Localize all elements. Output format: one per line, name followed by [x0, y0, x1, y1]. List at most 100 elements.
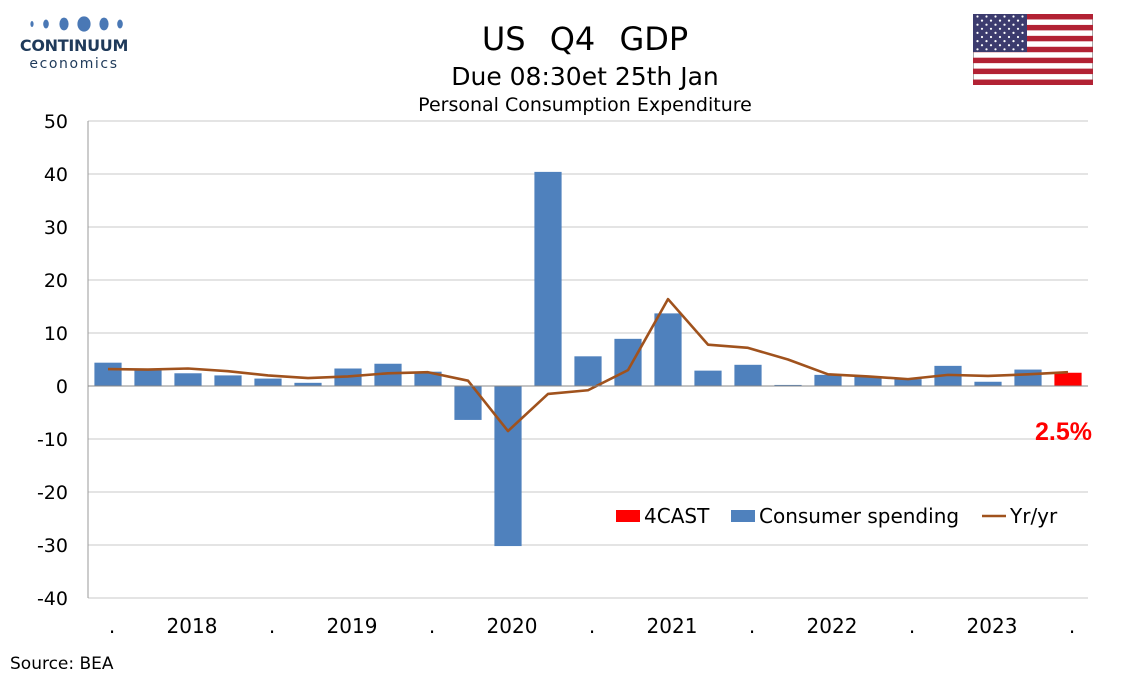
logo-dot: [43, 19, 49, 29]
spending-bar: [214, 375, 242, 386]
flag-star: [985, 48, 988, 51]
x-tick-label: .: [749, 614, 755, 638]
flag-star: [980, 44, 984, 47]
y-tick-label: 50: [44, 111, 68, 133]
logo-name: CONTINUUM: [19, 36, 129, 55]
flag-star: [998, 35, 1002, 39]
flag-star: [1012, 40, 1015, 43]
flag-star: [998, 19, 1002, 22]
spending-bar: [974, 381, 1002, 386]
us-flag-icon: [973, 14, 1093, 85]
y-tick-label: 10: [44, 323, 68, 345]
flag-star: [1007, 27, 1011, 30]
flag-star: [1021, 15, 1024, 18]
flag-star: [994, 48, 997, 51]
flag-star: [998, 27, 1002, 30]
spending-bar: [374, 363, 402, 386]
spending-bar: [494, 386, 522, 547]
spending-bar: [854, 376, 882, 386]
flag-star: [1003, 40, 1006, 43]
flag-star: [1016, 27, 1020, 30]
yr-yr-line: [107, 297, 1069, 433]
x-tick-label: 2019: [327, 614, 378, 638]
flag-star: [1007, 35, 1011, 39]
forecast-annotation: 2.5%: [1035, 418, 1092, 446]
flag-stripe: [973, 68, 1093, 75]
flag-star: [1007, 19, 1011, 22]
flag-star: [1012, 31, 1015, 34]
spending-bar: [534, 171, 562, 386]
flag-star: [980, 19, 984, 22]
flag-stripe: [973, 24, 1093, 31]
spending-bar: [774, 384, 802, 386]
flag-star: [1016, 19, 1020, 22]
flag-star: [1012, 48, 1015, 51]
y-tick-label: -10: [37, 429, 68, 451]
spending-bar: [694, 370, 722, 386]
source-note: Source: BEA: [10, 654, 114, 674]
flag-star: [1003, 15, 1006, 18]
flag-star: [985, 40, 988, 43]
flag-star: [1003, 48, 1006, 51]
flag-star: [1021, 31, 1024, 34]
y-tick-label: 30: [44, 217, 68, 239]
flag-star: [985, 23, 988, 26]
flag-stripe: [973, 14, 1093, 20]
page-title: US Q4 GDP: [481, 20, 689, 58]
spending-bar: [134, 369, 162, 386]
x-tick-label: .: [589, 614, 595, 638]
x-tick-label: .: [909, 614, 915, 638]
flag-star: [994, 15, 997, 18]
spending-bar: [814, 374, 842, 386]
flag-star: [1021, 23, 1024, 26]
flag-star: [976, 40, 979, 43]
flag-star: [1007, 44, 1011, 47]
x-tick-label: .: [429, 614, 435, 638]
logo-subtitle: economics: [29, 56, 119, 72]
logo-dots-icon: [30, 16, 123, 32]
flag-star: [985, 31, 988, 34]
flag-star: [1012, 23, 1015, 26]
y-tick-label: -30: [37, 535, 68, 557]
logo-dot: [117, 19, 123, 29]
spending-bar: [94, 362, 122, 386]
spending-bar: [414, 371, 442, 386]
x-tick-label: .: [109, 614, 115, 638]
flag-star: [994, 40, 997, 43]
flag-star: [1016, 35, 1020, 39]
flag-star: [1012, 15, 1015, 18]
x-tick-label: .: [1069, 614, 1075, 638]
y-tick-label: 0: [56, 376, 68, 398]
spending-bar: [294, 382, 322, 386]
chart-title: Personal Consumption Expenditure: [418, 94, 752, 116]
flag-star: [985, 15, 988, 18]
flag-star: [989, 44, 993, 47]
x-tick-label: 2022: [807, 614, 858, 638]
flag-stripe: [973, 35, 1093, 42]
continuum-logo: CONTINUUM economics: [14, 14, 134, 76]
spending-bar: [654, 313, 682, 386]
flag-star: [989, 19, 993, 22]
flag-stripe: [973, 79, 1093, 85]
legend-swatch: [731, 510, 755, 522]
flag-star: [994, 31, 997, 34]
legend-label: Consumer spending: [759, 504, 959, 528]
x-tick-label: .: [269, 614, 275, 638]
flag-stripe: [973, 46, 1093, 53]
x-tick-label: 2021: [647, 614, 698, 638]
spending-bar: [574, 356, 602, 386]
logo-dot: [59, 17, 69, 31]
flag-star: [980, 27, 984, 30]
flag-star: [1016, 44, 1020, 47]
y-tick-label: 20: [44, 270, 68, 292]
y-tick-label: -40: [37, 588, 68, 610]
flag-star: [976, 48, 979, 51]
spending-bar: [174, 373, 202, 386]
forecast-bar: [1054, 372, 1082, 386]
logo-dot: [77, 16, 91, 32]
release-time: Due 08:30et 25th Jan: [451, 62, 719, 91]
y-tick-label: 40: [44, 164, 68, 186]
legend-label: 4CAST: [644, 504, 710, 528]
flag-star: [1003, 31, 1006, 34]
